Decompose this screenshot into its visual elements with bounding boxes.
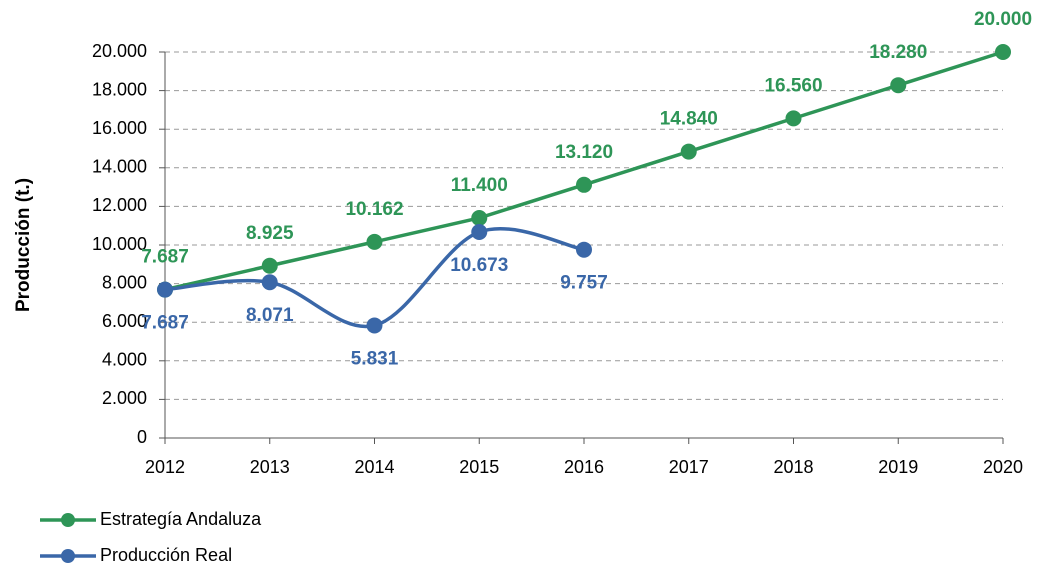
y-tick-label: 8.000 — [102, 272, 147, 292]
y-tick-label: 16.000 — [92, 118, 147, 138]
value-label: 5.831 — [351, 348, 399, 369]
value-label: 10.673 — [450, 255, 508, 276]
x-tick-label: 2013 — [250, 457, 290, 477]
point — [261, 274, 278, 291]
x-tick-label: 2015 — [459, 457, 499, 477]
y-tick-label: 12.000 — [92, 195, 147, 215]
legend-label: Estrategía Andaluza — [100, 509, 262, 529]
value-label: 11.400 — [451, 175, 508, 196]
point — [471, 209, 488, 226]
point — [576, 241, 592, 258]
point — [995, 44, 1011, 60]
x-tick-label: 2020 — [983, 457, 1023, 477]
point — [157, 281, 173, 298]
y-tick-label: 0 — [137, 427, 147, 447]
y-tick-label: 18.000 — [92, 79, 147, 99]
legend-marker — [61, 549, 75, 563]
legend-label: Producción Real — [100, 545, 232, 565]
x-tick-label: 2018 — [773, 457, 813, 477]
point — [576, 176, 592, 193]
x-tick-label: 2014 — [354, 457, 394, 477]
point — [471, 224, 488, 241]
value-label: 8.071 — [246, 305, 294, 326]
point — [785, 110, 802, 127]
point — [366, 317, 383, 334]
y-tick-label: 20.000 — [92, 41, 147, 61]
value-label: 14.840 — [660, 109, 718, 130]
point — [890, 77, 907, 94]
value-label: 8.925 — [246, 223, 294, 244]
x-tick-label: 2016 — [564, 457, 604, 477]
value-label: 20.000 — [974, 9, 1032, 30]
value-label: 9.757 — [560, 273, 608, 294]
point — [366, 233, 383, 250]
legend-marker — [61, 513, 75, 527]
y-tick-label: 14.000 — [92, 157, 147, 177]
x-tick-label: 2019 — [878, 457, 918, 477]
point — [261, 257, 278, 274]
value-label: 18.280 — [869, 42, 927, 63]
x-tick-label: 2017 — [669, 457, 709, 477]
value-label: 13.120 — [555, 142, 613, 163]
y-tick-label: 10.000 — [92, 234, 147, 254]
x-tick-label: 2012 — [145, 457, 185, 477]
y-tick-label: 6.000 — [102, 311, 147, 331]
value-label: 7.687 — [141, 247, 189, 268]
value-label: 10.162 — [345, 199, 403, 220]
value-label: 16.560 — [764, 75, 822, 96]
y-tick-label: 4.000 — [102, 350, 147, 370]
y-tick-label: 2.000 — [102, 388, 147, 408]
point — [680, 143, 697, 160]
y-axis-label: Producción (t.) — [13, 178, 34, 312]
value-label: 7.687 — [141, 313, 189, 334]
